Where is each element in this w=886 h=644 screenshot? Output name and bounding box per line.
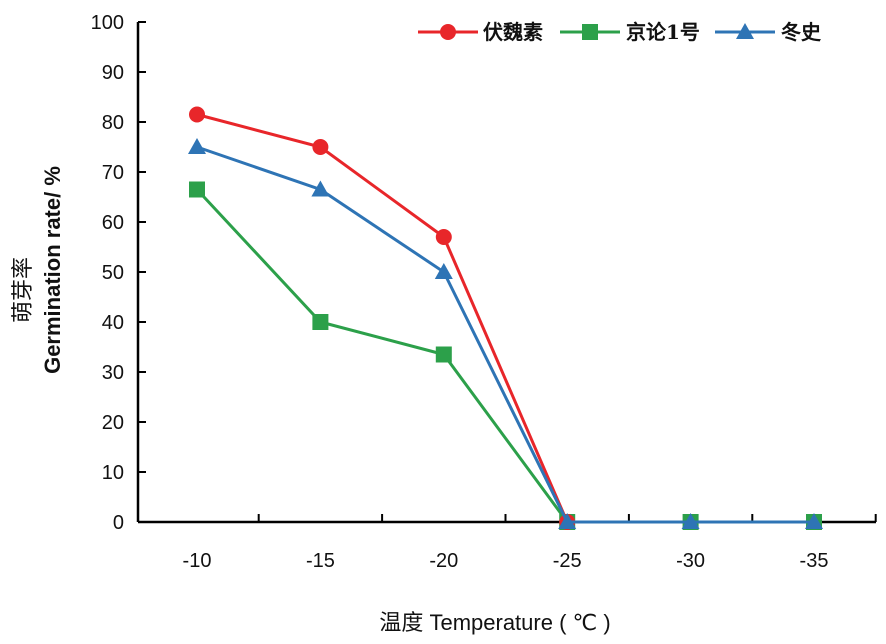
axes (136, 22, 876, 524)
y-tick-label: 90 (102, 62, 124, 84)
series-line (196, 113, 569, 523)
data-point (435, 346, 452, 363)
legend-item: 京论1号 (560, 20, 700, 44)
legend-item: 冬史 (715, 20, 822, 44)
x-tick-label: -35 (800, 550, 829, 572)
legend-marker (582, 24, 598, 40)
data-point (189, 106, 205, 123)
x-axis-title: 温度 Temperature ( ℃ ) (379, 610, 610, 635)
series-layer (188, 106, 823, 530)
x-tick-label: -10 (183, 550, 212, 572)
series-line (195, 188, 814, 524)
y-axis-ticks: 0 10 20 30 40 50 60 70 80 90 100 (91, 12, 146, 534)
series-1 (189, 106, 576, 530)
data-point (805, 513, 823, 529)
y-tick-label: 80 (102, 112, 124, 134)
y-tick-label: 30 (102, 362, 124, 384)
y-tick-label: 20 (102, 412, 124, 434)
legend-marker (440, 24, 456, 40)
legend-label: 伏魏素 (483, 20, 543, 44)
y-tick-label: 70 (102, 162, 124, 184)
legend-marker (736, 23, 754, 39)
y-axis-title-chinese: 萌芽率 (10, 257, 35, 323)
data-point (312, 139, 329, 155)
y-tick-label: 10 (102, 462, 124, 484)
y-tick-label: 0 (113, 512, 124, 534)
x-tick-label: -20 (429, 550, 458, 572)
y-tick-label: 40 (102, 312, 124, 334)
y-tick-label: 60 (102, 212, 124, 234)
x-tick-label: -30 (676, 550, 705, 572)
data-point (188, 138, 206, 154)
x-tick-label: -25 (553, 550, 582, 572)
data-point (435, 229, 452, 245)
x-axis-ticks: -10 -15 -20 -25 -30 -35 (183, 514, 877, 572)
x-tick-label: -15 (306, 550, 335, 572)
legend-label: 冬史 (781, 20, 822, 44)
y-tick-label: 100 (91, 12, 124, 34)
series-2 (189, 181, 822, 530)
legend: 伏魏素 京论1号 冬史 (418, 20, 822, 44)
data-point (312, 314, 329, 330)
data-point (558, 513, 577, 529)
series-line (196, 145, 814, 524)
data-point (681, 513, 700, 529)
legend-label: 京论1号 (626, 20, 700, 44)
legend-item: 伏魏素 (418, 20, 543, 44)
series-3 (188, 138, 823, 529)
data-point (434, 263, 453, 279)
data-point (311, 180, 330, 197)
y-axis-title: Germination rate/ % (40, 166, 65, 374)
data-point (189, 181, 205, 198)
y-tick-label: 50 (102, 262, 124, 284)
